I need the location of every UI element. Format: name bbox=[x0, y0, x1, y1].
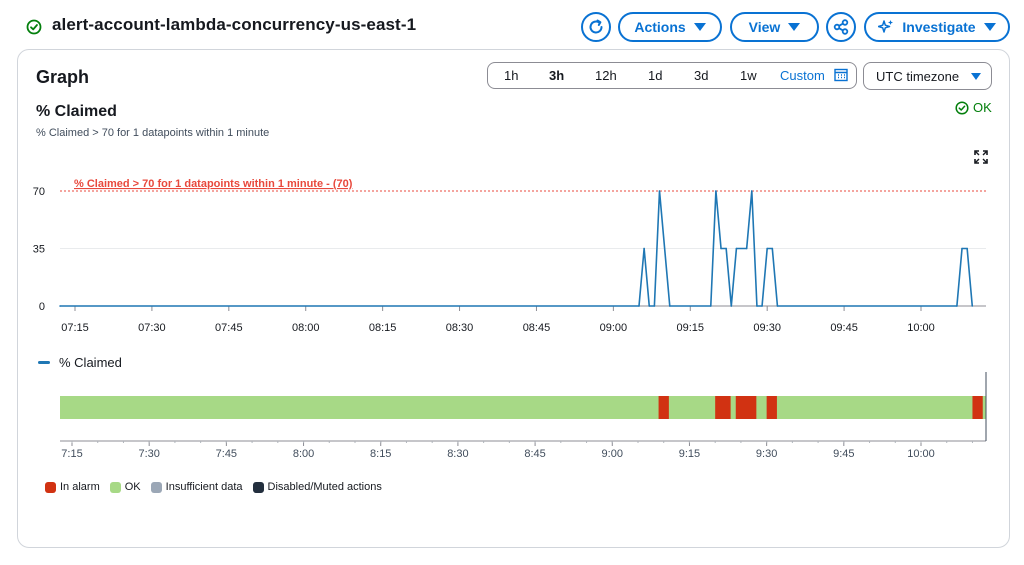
investigate-button[interactable]: Investigate bbox=[864, 12, 1010, 42]
metric-description: % Claimed > 70 for 1 datapoints within 1… bbox=[36, 127, 270, 139]
x-tick-label: 09:30 bbox=[753, 322, 781, 334]
series-point bbox=[761, 305, 763, 307]
investigate-button-label: Investigate bbox=[902, 19, 976, 35]
x-tick-label: 08:30 bbox=[446, 322, 474, 334]
refresh-icon bbox=[589, 19, 603, 34]
insufficient-swatch bbox=[150, 481, 162, 493]
actions-button-label: Actions bbox=[634, 19, 686, 35]
share-icon bbox=[833, 19, 849, 35]
check-circle-icon bbox=[955, 100, 969, 115]
range-12h[interactable]: 12h bbox=[595, 68, 617, 83]
x-tick-label: 07:30 bbox=[138, 322, 166, 334]
x-tick-label: 08:45 bbox=[523, 322, 551, 334]
sparkle-icon bbox=[878, 20, 894, 33]
graph-card bbox=[17, 49, 1010, 548]
y-tick-label: 35 bbox=[33, 244, 45, 256]
alarm-swatch bbox=[45, 481, 56, 493]
alarm-title: alert-account-lambda-concurrency-us-east… bbox=[52, 15, 417, 34]
range-1h[interactable]: 1h bbox=[504, 68, 519, 83]
series-point bbox=[715, 190, 717, 192]
time-range-selector: 1h 3h 12h 1d 3d 1w Custom bbox=[487, 62, 857, 89]
check-circle-icon bbox=[26, 19, 42, 35]
series-legend[interactable]: % Claimed bbox=[38, 355, 122, 370]
graph-heading: Graph bbox=[36, 67, 90, 87]
refresh-button[interactable] bbox=[581, 12, 611, 42]
y-tick-label: 0 bbox=[39, 301, 45, 313]
legend-insufficient-label: Insufficient data bbox=[165, 481, 243, 493]
range-custom[interactable]: Custom bbox=[780, 68, 825, 83]
legend-ok: OK bbox=[109, 481, 141, 493]
range-1d[interactable]: 1d bbox=[648, 68, 663, 83]
series-point bbox=[751, 190, 753, 192]
ok-swatch bbox=[109, 481, 121, 493]
series-point bbox=[648, 305, 651, 307]
range-1w[interactable]: 1w bbox=[740, 68, 757, 83]
series-point bbox=[776, 305, 779, 307]
caret-down-icon bbox=[788, 23, 801, 31]
series-point bbox=[735, 247, 738, 250]
calendar-icon[interactable] bbox=[834, 68, 848, 82]
metric-title: % Claimed bbox=[36, 103, 117, 120]
legend-ok-label: OK bbox=[124, 481, 141, 493]
series-point bbox=[653, 305, 656, 307]
timezone-select[interactable]: UTC timezone bbox=[863, 62, 992, 90]
series-point bbox=[720, 247, 722, 250]
x-tick-label: 08:00 bbox=[292, 322, 320, 334]
series-point bbox=[771, 247, 774, 250]
share-button[interactable] bbox=[826, 12, 856, 42]
series-point bbox=[971, 305, 974, 307]
view-button[interactable]: View bbox=[730, 12, 819, 42]
caret-down-icon bbox=[971, 72, 982, 80]
series-point bbox=[966, 247, 968, 250]
actions-button[interactable]: Actions bbox=[618, 12, 722, 42]
legend-line-swatch bbox=[38, 361, 50, 364]
caret-down-icon bbox=[983, 23, 996, 31]
expand-icon[interactable] bbox=[974, 150, 988, 164]
series-point bbox=[725, 247, 727, 250]
legend-disabled: Disabled/Muted actions bbox=[252, 481, 382, 493]
series-line-claimed bbox=[60, 190, 974, 307]
view-button-label: View bbox=[748, 19, 781, 35]
legend-disabled-label: Disabled/Muted actions bbox=[267, 481, 382, 493]
series-point bbox=[730, 305, 733, 307]
series-point bbox=[668, 305, 671, 307]
legend-in-alarm: In alarm bbox=[45, 481, 100, 493]
threshold-label: % Claimed > 70 for 1 datapoints within 1… bbox=[74, 178, 353, 190]
series-legend-label: % Claimed bbox=[59, 355, 122, 370]
range-3h[interactable]: 3h bbox=[549, 68, 565, 83]
series-point bbox=[638, 305, 640, 307]
series-point bbox=[745, 247, 748, 250]
x-tick-label: 09:15 bbox=[677, 322, 705, 334]
series-point bbox=[59, 305, 61, 307]
series-point bbox=[658, 190, 661, 192]
x-tick-label: 09:45 bbox=[830, 322, 858, 334]
x-tick-label: 07:15 bbox=[61, 322, 89, 334]
x-tick-label: 07:45 bbox=[215, 322, 243, 334]
legend-insufficient: Insufficient data bbox=[150, 481, 243, 493]
series-point bbox=[643, 247, 645, 250]
disabled-swatch bbox=[252, 481, 264, 493]
caret-down-icon bbox=[693, 23, 706, 31]
series-point bbox=[956, 305, 958, 307]
y-tick-label: 70 bbox=[33, 186, 45, 198]
x-tick-label: 10:00 bbox=[907, 322, 935, 334]
series-point bbox=[961, 247, 963, 250]
alarm-state-status: OK bbox=[955, 100, 992, 115]
range-3d[interactable]: 3d bbox=[694, 68, 709, 83]
x-tick-label: 09:00 bbox=[600, 322, 628, 334]
legend-in-alarm-label: In alarm bbox=[60, 481, 100, 493]
state-legend: In alarm OK Insufficient data Disabled/M… bbox=[45, 481, 388, 493]
alarm-header: alert-account-lambda-concurrency-us-east… bbox=[0, 0, 1024, 52]
series-point bbox=[756, 305, 758, 307]
x-tick-label: 08:15 bbox=[369, 322, 397, 334]
timezone-label: UTC timezone bbox=[876, 68, 960, 84]
series-point bbox=[766, 247, 768, 250]
series-point bbox=[709, 305, 712, 307]
alarm-state-label: OK bbox=[973, 100, 992, 115]
